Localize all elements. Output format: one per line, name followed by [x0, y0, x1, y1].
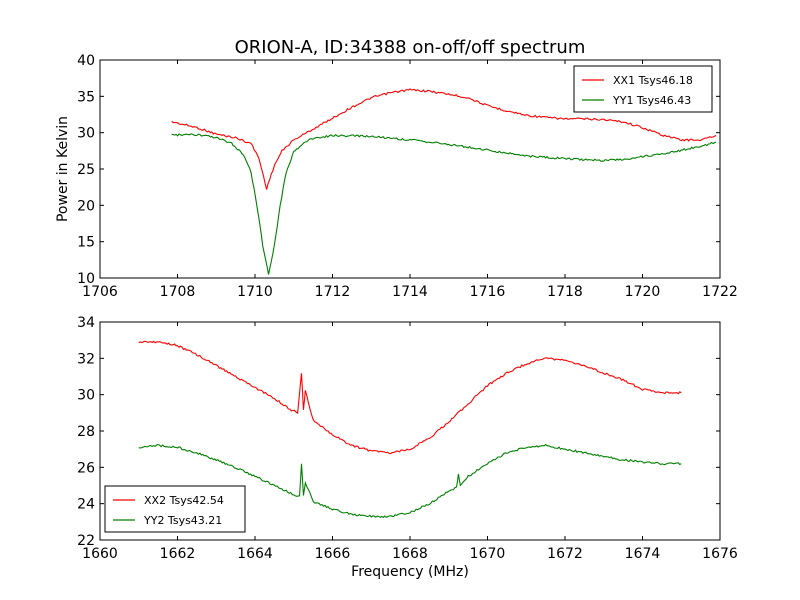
- x-tick-label: 1670: [470, 546, 506, 562]
- x-tick-label: 1706: [82, 284, 118, 300]
- x-tick-label: 1722: [702, 284, 738, 300]
- y-tick-label: 25: [77, 162, 95, 178]
- x-tick-label: 1674: [625, 546, 661, 562]
- y-tick-label: 22: [77, 533, 95, 549]
- series-line-xx1: [171, 88, 717, 190]
- y-tick-label: 26: [77, 460, 95, 476]
- x-tick-label: 1718: [547, 284, 583, 300]
- y-tick-label: 35: [77, 89, 95, 105]
- legend-box: [104, 485, 246, 533]
- y-tick-label: 34: [77, 315, 95, 331]
- y-tick-label: 40: [77, 53, 95, 69]
- y-tick-label: 32: [77, 351, 95, 367]
- x-tick-label: 1660: [82, 546, 118, 562]
- y-tick-label: 30: [77, 126, 95, 142]
- x-tick-label: 1710: [237, 284, 273, 300]
- legend-box: [573, 65, 713, 113]
- series-line-xx2: [138, 340, 682, 455]
- y-tick-label: 24: [77, 497, 95, 513]
- y-tick-label: 10: [77, 271, 95, 287]
- series-line-yy2: [138, 443, 682, 519]
- x-tick-label: 1664: [237, 546, 273, 562]
- x-tick-label: 1708: [160, 284, 196, 300]
- y-tick-label: 28: [77, 424, 95, 440]
- x-tick-label: 1666: [315, 546, 351, 562]
- legend-label: YY1 Tsys46.43: [612, 94, 691, 107]
- figure-title: ORION-A, ID:34388 on-off/off spectrum: [235, 37, 586, 58]
- y-axis-label: Power in Kelvin: [55, 116, 71, 222]
- x-tick-label: 1672: [547, 546, 583, 562]
- y-tick-label: 20: [77, 198, 95, 214]
- legend-label: YY2 Tsys43.21: [143, 514, 222, 527]
- legend-label: XX2 Tsys42.54: [144, 494, 224, 507]
- bottom-panel: 1660 1662 1664 1666 1668 1670 1672 1674 1676 22 24…: [77, 315, 738, 580]
- legend: XX1 Tsys46.18 YY1 Tsys46.43: [573, 65, 713, 113]
- legend-label: XX1 Tsys46.18: [613, 74, 693, 87]
- x-axis-label: Frequency (MHz): [351, 564, 469, 580]
- series-group: [171, 88, 717, 275]
- x-tick-label: 1714: [392, 284, 428, 300]
- legend: XX2 Tsys42.54 YY2 Tsys43.21: [104, 485, 246, 533]
- x-tick-label: 1662: [160, 546, 196, 562]
- series-group: [138, 340, 682, 519]
- x-tick-label: 1668: [392, 546, 428, 562]
- x-tick-label: 1716: [470, 284, 506, 300]
- x-tick-label: 1712: [315, 284, 351, 300]
- y-tick-label: 15: [77, 235, 95, 251]
- series-line-yy1: [171, 133, 717, 275]
- x-tick-label: 1676: [702, 546, 738, 562]
- x-tick-label: 1720: [625, 284, 661, 300]
- y-tick-label: 30: [77, 388, 95, 404]
- top-panel: 1706 1708 1710 1712 1714 1716 1718 1720 1722 10 15…: [55, 53, 738, 300]
